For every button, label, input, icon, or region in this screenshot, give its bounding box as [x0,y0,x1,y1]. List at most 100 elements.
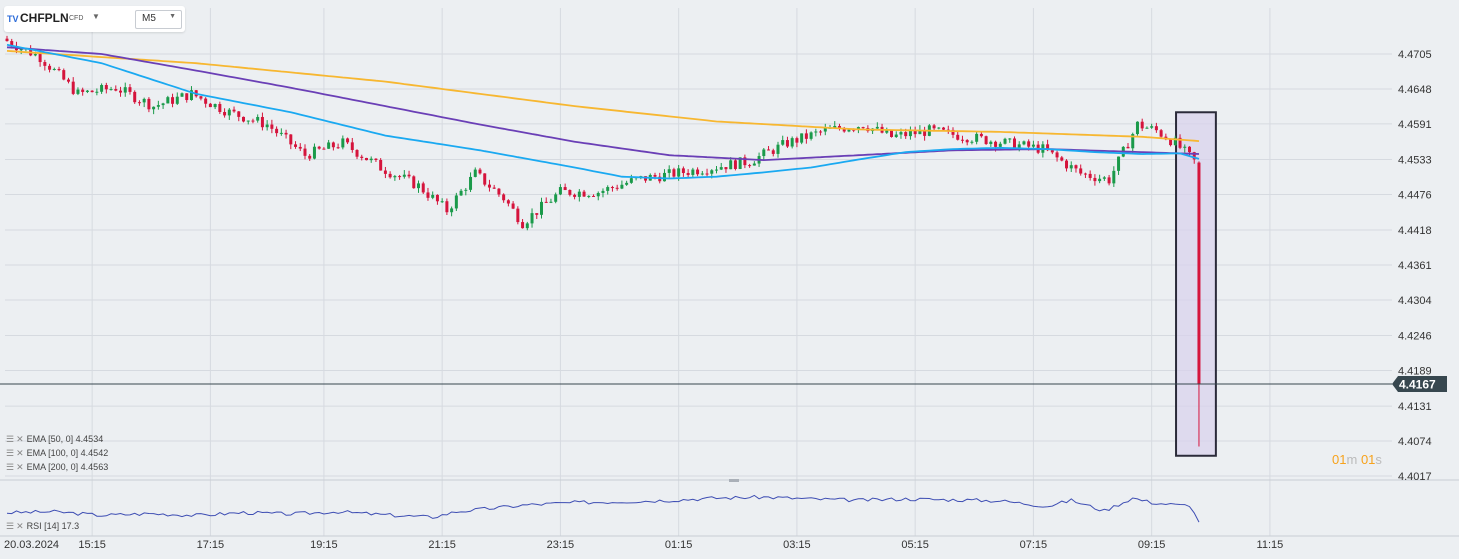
axes: 4.4705 4.4648 4.4591 4.4533 4.4476 4.4418 4.43… [4,49,1432,551]
candle-body [237,111,241,117]
candle-body [767,149,771,151]
candle-body [1088,173,1092,178]
drag-handle-icon[interactable]: ☰ [6,448,15,458]
indicator-ema-100[interactable]: ☰ ✕ EMA [100, 0] 4.4542 [6,448,108,459]
candle-body [719,167,723,170]
candle-body [1107,177,1111,184]
candle-body [516,208,520,223]
candle-body [601,190,605,193]
time-tick-label: 23:15 [547,539,575,551]
candle-body [1069,165,1073,169]
candle-body [1135,121,1139,135]
candle-body [398,176,402,178]
candle-body [355,149,359,157]
price-tick-label: 4.4476 [1398,189,1432,201]
candle-body [625,182,629,185]
candle-body [691,169,695,175]
time-tick-label: 01:15 [665,539,693,551]
candle-body [90,90,94,93]
candle-body [294,144,298,147]
candle-body [1065,160,1069,169]
drag-handle-icon[interactable]: ☰ [6,521,15,531]
candle-body [421,183,425,193]
candle-body [563,187,567,191]
current-price-tag [1392,375,1447,392]
symbol-name[interactable]: CHFPLN [20,11,69,25]
time-tick-label: 15:15 [78,539,106,551]
candle-body [525,223,529,229]
candle-body [133,91,137,103]
candle-body [119,90,123,93]
candle-body [331,142,335,148]
candle-body [606,187,610,191]
candle-body [199,96,203,99]
candle-body [189,90,193,101]
candle-body [109,89,113,91]
candle-body [1008,138,1012,140]
candle-body [568,190,572,195]
chevron-down-icon[interactable]: ▼ [92,12,100,21]
candle-body [535,213,539,215]
candle-body [587,195,591,197]
candle-body [180,93,184,97]
candle-body [819,131,823,133]
chevron-down-icon: ▼ [169,13,176,20]
candle-body [1159,130,1163,137]
candle-body [913,130,917,135]
candle-body [511,203,515,209]
candle-body [445,201,449,213]
date-label: 20.03.2024 [4,539,59,551]
candle-body [43,62,47,66]
candle-body [653,174,657,177]
candle-body [781,140,785,145]
candle-body [223,111,227,116]
timer-seconds: 01 [1360,452,1376,467]
candle-body [554,194,558,202]
close-icon[interactable]: ✕ [16,434,24,444]
candle-body [1192,152,1196,160]
indicator-label: EMA [100, 0] [26,448,79,458]
candle-body [62,70,66,80]
candle-body [762,149,766,157]
timeframe-select[interactable]: M5 ▼ [135,10,182,29]
candle-body [19,48,23,51]
indicator-ema-200[interactable]: ☰ ✕ EMA [200, 0] 4.4563 [6,462,108,473]
candle-body [975,133,979,142]
candle-body [336,147,340,149]
candle-body [681,168,685,174]
candle-body [1112,170,1116,184]
candle-body [114,89,118,91]
candle-body [383,170,387,174]
close-icon[interactable]: ✕ [16,521,24,531]
candle-body [38,54,42,63]
candle-body [492,187,496,189]
candle-body [459,190,463,196]
drag-handle-icon[interactable]: ☰ [6,462,15,472]
rsi-panel [6,494,1200,523]
timeframe-value: M5 [142,13,156,24]
timer-sec-unit: s [1375,452,1382,467]
candle-body [369,158,373,161]
indicator-value: 4.4542 [80,448,109,458]
candle-body [1046,144,1050,151]
drag-handle-icon[interactable]: ☰ [6,434,15,444]
candle-body [544,201,548,203]
close-icon[interactable]: ✕ [16,462,24,472]
indicator-rsi[interactable]: ☰ ✕ RSI [14] 17.3 [6,521,79,532]
candle-body [260,116,264,128]
candle-body [402,174,406,177]
candle-body [85,90,89,92]
candle-body [885,130,889,133]
candle-body [1126,146,1130,149]
indicator-ema-50[interactable]: ☰ ✕ EMA [50, 0] 4.4534 [6,434,103,445]
close-icon[interactable]: ✕ [16,448,24,458]
candle-body [662,172,666,182]
ema-100-line [6,46,1200,162]
candle-body [473,169,477,177]
candle-body [161,103,165,106]
candle-body [1022,141,1026,145]
candle-body [785,140,789,147]
candle-body [5,38,9,42]
candle-body [1178,137,1182,148]
